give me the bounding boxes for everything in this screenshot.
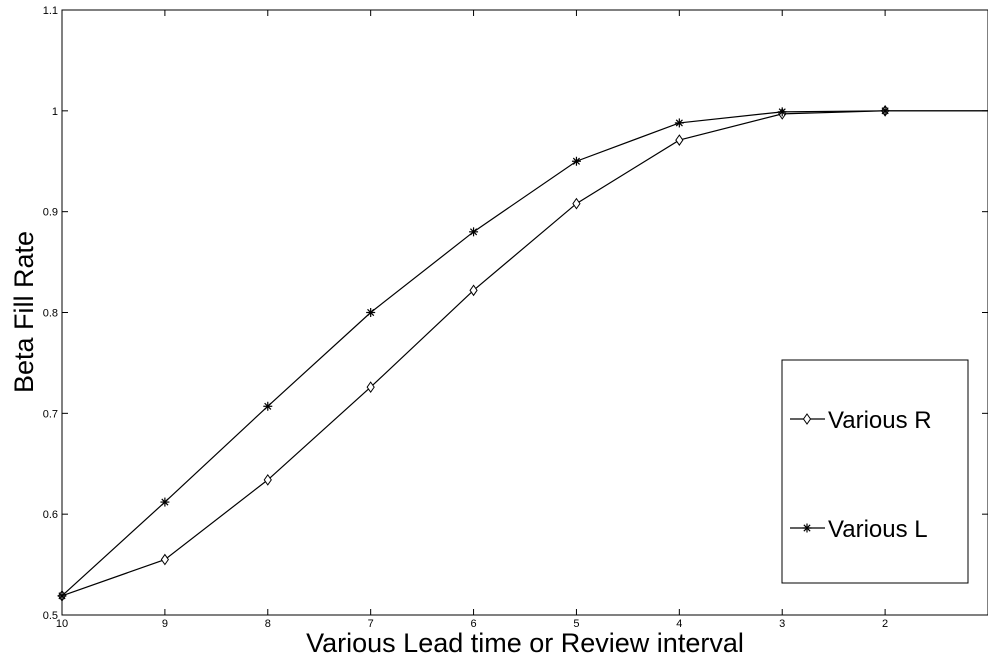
- data-point-marker: [675, 134, 684, 146]
- y-tick-label: 0.9: [43, 207, 58, 219]
- data-point-marker: [469, 284, 478, 297]
- series-line-various-l: [61, 110, 988, 597]
- x-tick-label: 10: [56, 618, 68, 630]
- x-tick-label: 6: [470, 618, 476, 630]
- x-tick-label: 4: [676, 618, 682, 630]
- y-tick-label: 0.5: [43, 610, 58, 622]
- data-point-marker: [160, 497, 170, 507]
- x-tick-label: 8: [265, 618, 271, 630]
- y-axis-title: Beta Fill Rate: [9, 231, 39, 393]
- legend-label: Various L: [828, 516, 928, 543]
- data-point-marker: [57, 591, 67, 601]
- x-tick-label: 7: [368, 618, 374, 630]
- data-point-marker: [572, 197, 581, 210]
- legend-marker-asterisk: [802, 523, 812, 533]
- data-point-marker: [160, 553, 169, 566]
- x-tick-label: 3: [779, 618, 785, 630]
- data-point-marker: [366, 308, 376, 317]
- x-axis-ticks: 10 9 8 7 6 5 4 3 2: [56, 10, 888, 630]
- y-tick-label: 0.8: [43, 308, 58, 320]
- data-point-marker: [571, 156, 581, 166]
- legend-marker-diamond: [802, 413, 812, 425]
- x-tick-label: 2: [882, 618, 888, 630]
- legend-label: Various R: [828, 407, 932, 434]
- data-point-marker: [674, 118, 684, 128]
- y-tick-label: 0.6: [43, 509, 58, 521]
- data-point-marker: [263, 401, 273, 411]
- data-point-marker: [469, 227, 479, 237]
- data-point-marker: [263, 474, 272, 486]
- y-tick-label: 0.7: [43, 408, 58, 420]
- legend: Various R Various L: [781, 359, 969, 584]
- x-tick-label: 5: [573, 618, 579, 630]
- data-point-marker: [777, 107, 787, 117]
- legend-box: [781, 359, 969, 584]
- x-axis-title: Various Lead time or Review interval: [306, 628, 744, 658]
- y-tick-label: 1: [52, 106, 58, 118]
- y-tick-label: 1.1: [43, 5, 58, 17]
- series-layer: [57, 104, 988, 602]
- data-point-marker: [880, 106, 890, 116]
- data-point-marker: [366, 381, 375, 393]
- series-line-various-r: [61, 110, 988, 597]
- y-axis-ticks: 0.5 0.6 0.7 0.8 0.9 1 1.1: [43, 5, 988, 622]
- x-tick-label: 9: [162, 618, 168, 630]
